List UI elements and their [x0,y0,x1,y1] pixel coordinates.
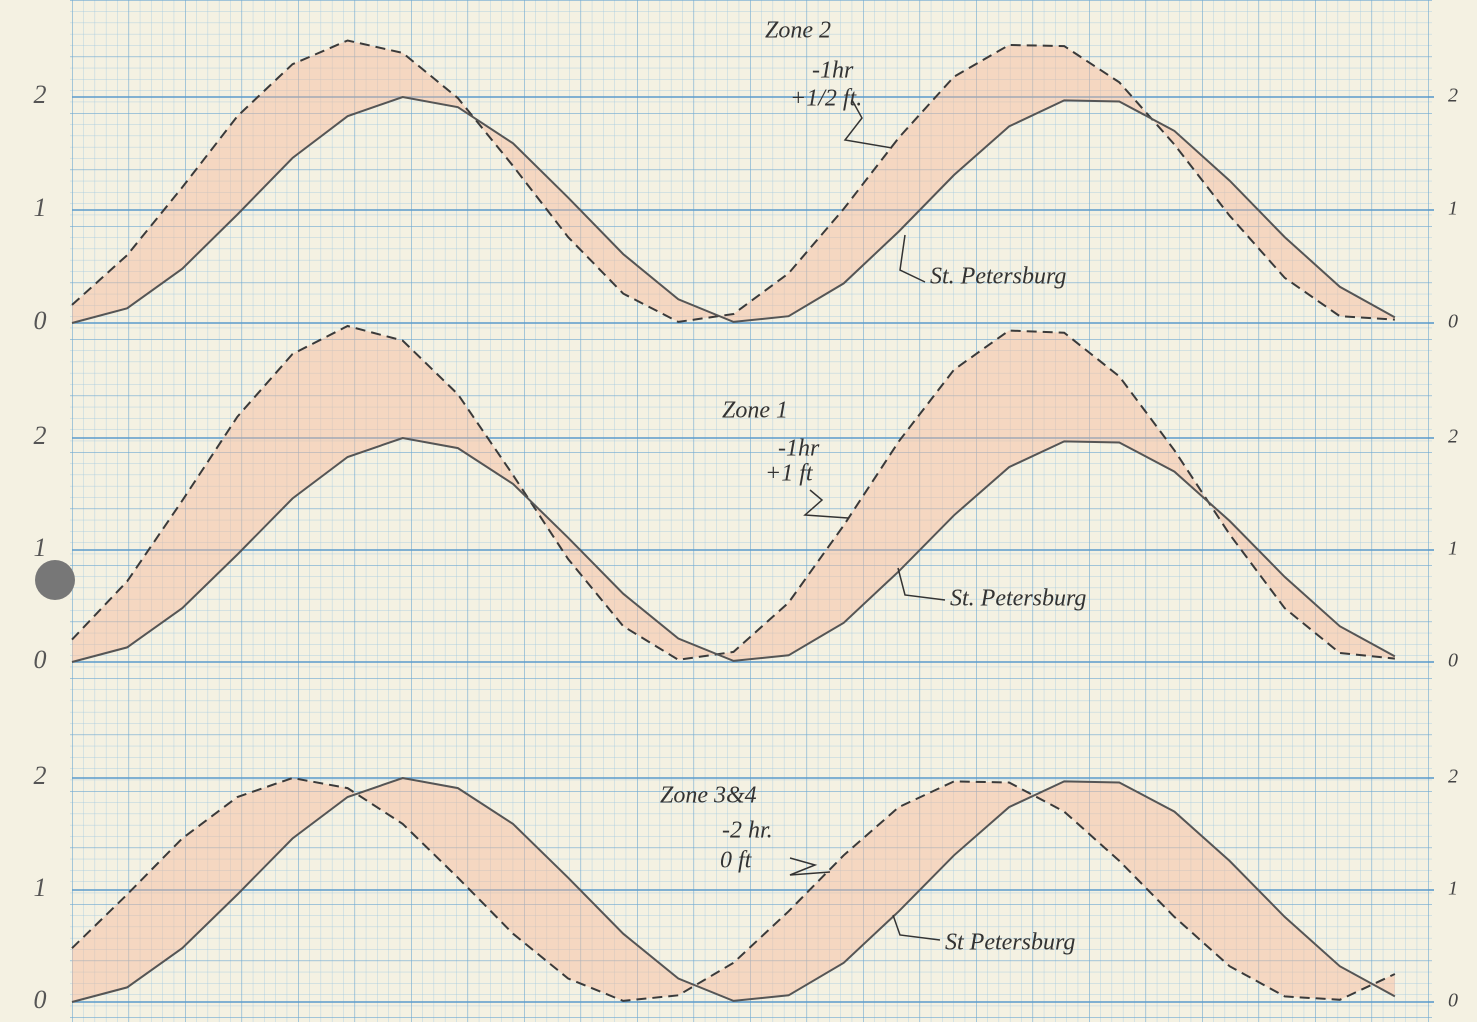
zone-label: Zone 1 [722,398,788,424]
y-tick-label: 0 [34,306,47,335]
annotation: 0 ft [720,848,753,874]
y-tick-label: 0 [34,985,47,1014]
annotation: +1/2 ft. [790,86,862,112]
station-label: St Petersburg [945,930,1075,956]
y2-tick-label: 0 [1448,311,1458,333]
y2-tick-label: 2 [1448,766,1458,788]
y-tick-label: 2 [34,761,47,790]
y2-tick-label: 2 [1448,85,1458,107]
y2-tick-label: 0 [1448,990,1458,1012]
zone-label: Zone 2 [765,18,831,44]
zone-label: Zone 3&4 [660,783,757,809]
y2-tick-label: 1 [1448,538,1458,560]
y-tick-label: 1 [34,533,47,562]
punch-hole [35,560,75,600]
y-tick-label: 2 [34,80,47,109]
y-tick-label: 1 [34,873,47,902]
graph-paper: 012012Zone 2-1hr+1/2 ft.St. Petersburg01… [0,0,1477,1022]
y2-tick-label: 1 [1448,198,1458,220]
annotation: -1hr [778,436,820,462]
annotation: +1 ft [765,461,814,487]
annotation: -2 hr. [722,818,773,844]
y2-tick-label: 1 [1448,878,1458,900]
station-label: St. Petersburg [930,264,1066,290]
station-label: St. Petersburg [950,586,1086,612]
y-tick-label: 0 [34,645,47,674]
y-tick-label: 1 [34,193,47,222]
y2-tick-label: 2 [1448,426,1458,448]
y-tick-label: 2 [34,421,47,450]
y2-tick-label: 0 [1448,650,1458,672]
annotation: -1hr [812,58,854,84]
page: 012012Zone 2-1hr+1/2 ft.St. Petersburg01… [0,0,1477,1022]
